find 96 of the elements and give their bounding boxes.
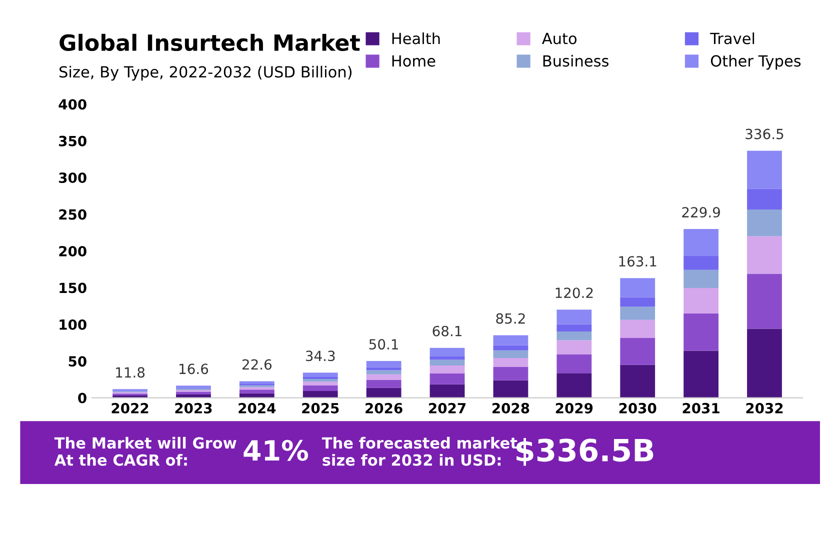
bar [493,350,528,358]
bar [176,392,211,395]
bar [747,328,782,398]
total-label: 68.1 [432,326,462,336]
bar [620,306,656,320]
bar [302,385,338,391]
x-tick-label: 2022 [112,402,148,414]
text: The Market will Grow At the CAGR of: [54,436,236,466]
bar [620,364,656,398]
bar [366,388,402,398]
total-label: 34.3 [306,350,335,362]
x-tick-label: 2030 [619,402,656,414]
bar [684,313,718,351]
bar [556,331,592,340]
total-label: 11.8 [116,367,145,378]
text: 41% [244,440,308,461]
legend-label: Home [392,55,436,67]
bar [176,394,211,398]
bar [620,278,656,298]
bar [493,358,528,367]
bar [620,320,656,338]
text: $336.5B [516,438,654,466]
x-tick-label: 2026 [366,402,402,414]
bar [493,335,528,346]
bar [366,380,402,388]
y-tick-label: 400 [58,99,86,110]
bar [747,274,782,329]
total-label: 336.5 [746,128,784,140]
y-tick-label: 350 [59,136,86,146]
chart-subtitle: Size, By Type, 2022-2032 (USD Billion) [60,66,352,81]
bar [430,348,465,356]
total-label: 22.6 [242,359,272,370]
bar [302,378,338,382]
bar [747,188,782,210]
total-label: 229.9 [682,207,720,218]
bar [556,310,592,324]
y-tick-label: 100 [60,319,86,330]
total-label: 85.2 [496,313,525,324]
x-tick-label: 2023 [175,402,212,414]
bar [556,324,592,332]
y-tick-label: 150 [60,282,86,294]
x-tick-label: 2024 [238,402,276,414]
legend-label: Auto [542,32,577,44]
x-tick-label: 2029 [556,402,593,414]
bar [493,380,528,398]
bar [556,373,592,398]
legend-label: Business [543,54,608,67]
bar [620,338,656,365]
x-tick-label: 2025 [302,402,339,414]
total-label: 120.2 [556,288,593,298]
bar [747,150,782,189]
y-tick-label: 200 [59,246,86,256]
bar [556,354,592,374]
bar [366,374,402,380]
bar [302,391,338,398]
legend-label: Health [392,32,440,44]
bar [430,384,465,398]
x-tick-label: 2028 [492,402,530,414]
total-label: 16.6 [180,364,208,374]
total-label: 163.1 [619,256,656,267]
chart-title: Global Insurtech Market [60,34,360,52]
legend-label: Other Types [710,54,801,70]
bar [239,390,274,394]
bar [239,381,274,384]
bar [239,387,274,390]
bar [430,374,465,384]
bar [747,236,782,274]
bar [302,372,338,377]
x-tick-label: 2027 [429,402,466,414]
y-tick-label: 300 [59,172,86,184]
text: The forecasted market size for 2032 in USD: [322,436,518,466]
bar [556,340,592,354]
bar [493,345,528,350]
bar [239,393,274,398]
bar [747,209,782,236]
bar [430,360,465,366]
bar [684,270,718,288]
bar [430,356,465,360]
bar [302,382,338,386]
bar [493,366,528,380]
bar [366,370,402,374]
bar [684,229,718,256]
y-tick-label: 50 [68,356,86,367]
y-tick-label: 250 [59,209,86,220]
bar [684,288,718,314]
bar [430,366,465,374]
total-label: 50.1 [369,339,398,350]
bar [366,361,402,368]
bar [620,297,656,307]
bar [366,367,402,370]
y-tick-label: 0 [78,392,86,404]
x-tick-label: 2031 [682,402,720,414]
x-tick-label: 2032 [746,402,783,414]
bar [684,350,718,398]
legend-label: Travel [710,32,754,44]
bar [684,256,718,270]
